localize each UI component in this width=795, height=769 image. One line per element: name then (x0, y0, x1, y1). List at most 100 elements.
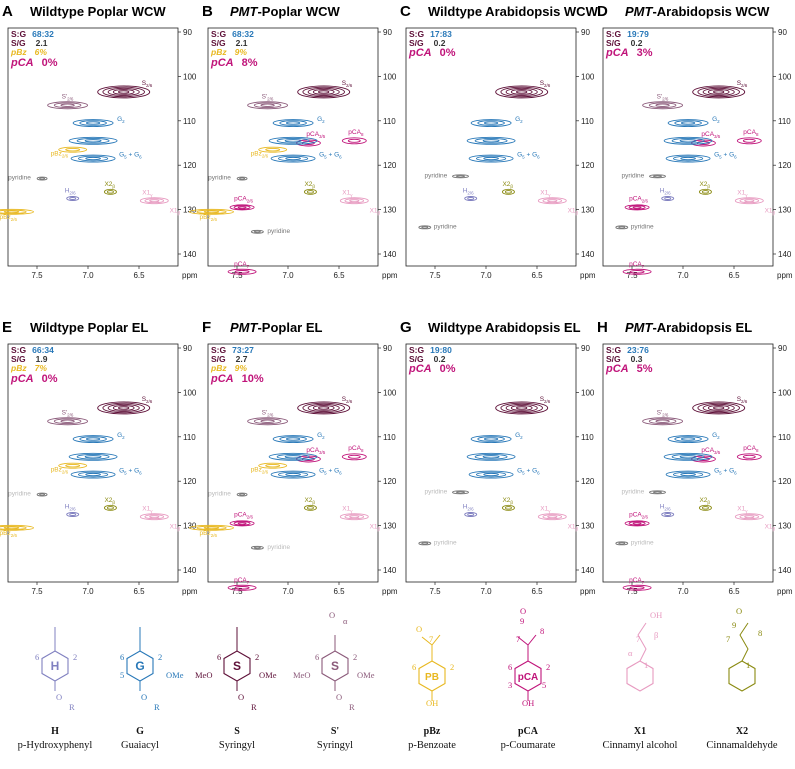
text-part: X2 (104, 181, 112, 188)
contour (468, 470, 514, 479)
text-part: pyridine (8, 175, 31, 182)
contour (674, 120, 702, 126)
y-tick-label: 100 (183, 72, 197, 81)
contour (500, 402, 543, 414)
text-part: 3/5 (319, 134, 326, 139)
contour (70, 470, 116, 479)
peak-label: S2/6 (142, 80, 153, 88)
contour (466, 136, 516, 145)
atom-label: O (736, 606, 742, 616)
text-part: 2/6 (11, 217, 18, 222)
text-part: 2/6 (664, 507, 671, 512)
panel-letter: D (597, 3, 608, 20)
text-part: pCA (629, 195, 642, 202)
text-part: pCA (234, 195, 247, 202)
text-part: G (714, 468, 719, 475)
pca-content: pCA 3% (605, 47, 653, 59)
text-part: S/G (211, 38, 226, 48)
sg-ratio: S:G 68:32 (211, 29, 254, 39)
pca-content: pCA 5% (605, 363, 653, 375)
contour (483, 156, 499, 161)
peak-label: X1γ (737, 506, 748, 514)
text-part: PMT (625, 320, 654, 335)
text-part: H (660, 188, 665, 195)
contour (516, 90, 528, 94)
text-part: 2/6 (642, 514, 649, 519)
text-part: 2.1 (236, 38, 248, 48)
contour (103, 504, 117, 511)
structure: S 6 2 MeO OMe OR S Syringyl (195, 627, 277, 751)
text-part: X1 (142, 190, 150, 197)
peak-label: S2/6 (540, 80, 551, 88)
contour (629, 270, 645, 274)
contour (474, 137, 508, 144)
text-part: pCA (408, 47, 432, 59)
y-tick-label: 90 (778, 344, 787, 353)
contour (467, 197, 475, 200)
contour (297, 85, 351, 99)
contour (734, 197, 764, 205)
contour (477, 436, 505, 442)
text-part: 6 (339, 471, 342, 476)
contour (632, 522, 642, 525)
pbz-content: pBz 9% (210, 363, 247, 373)
text-part: S:G (211, 29, 227, 39)
text-part: + G (327, 468, 339, 475)
y-tick-label: 120 (383, 161, 397, 170)
plot-frame (207, 343, 379, 583)
contour (236, 492, 248, 497)
peak-label: S'2/6 (62, 409, 74, 417)
contour (0, 209, 27, 214)
text-part: 2/6 (211, 217, 218, 222)
contour (106, 190, 114, 194)
text-part: G (119, 152, 124, 159)
atom-label: β (654, 630, 658, 640)
peak-label: G2 (515, 432, 523, 440)
y-tick-label: 110 (383, 433, 396, 442)
contour (671, 137, 705, 144)
y-tick-label: 140 (383, 566, 397, 575)
contour (505, 403, 538, 412)
peak-label: S2/6 (737, 396, 748, 404)
contour (149, 199, 160, 203)
contour (285, 156, 301, 161)
text-part: pCA (10, 373, 34, 385)
x-tick-label: 6.5 (728, 271, 740, 280)
contour (253, 230, 261, 234)
text-part: S/G (11, 354, 26, 364)
x-tick-label: 6.5 (333, 271, 345, 280)
y-tick-label: 100 (383, 72, 397, 81)
text-part: 8 (756, 448, 759, 453)
contour (272, 119, 314, 127)
peak-label: X2β (304, 181, 315, 189)
contour (260, 419, 275, 423)
panel-title: PMT-Arabidopsis EL (625, 320, 752, 335)
peak-label: pCA2/6 (234, 195, 253, 203)
contour (203, 210, 220, 214)
contour (547, 515, 558, 519)
text-part: S/G (409, 38, 424, 48)
x-tick-label: 6.5 (333, 587, 345, 596)
plot-frame (602, 27, 774, 267)
text-part: pBz (210, 363, 227, 373)
contour (464, 196, 478, 201)
text-part: β (510, 184, 513, 189)
text-part: pyridine (267, 544, 290, 551)
text-part: S (540, 80, 545, 87)
contour (227, 268, 257, 275)
peak-label: X1β (568, 208, 579, 216)
contour (744, 515, 755, 519)
contour (674, 436, 702, 442)
y-tick-label: 140 (581, 566, 595, 575)
contour (344, 198, 365, 204)
contour (483, 121, 499, 125)
plot-frame (405, 27, 577, 267)
contour (642, 101, 684, 110)
contour (516, 406, 528, 410)
contour (144, 514, 165, 520)
peak-label: G5 + G6 (119, 152, 142, 160)
sg-quotient: S/G 2.1 (211, 38, 248, 48)
